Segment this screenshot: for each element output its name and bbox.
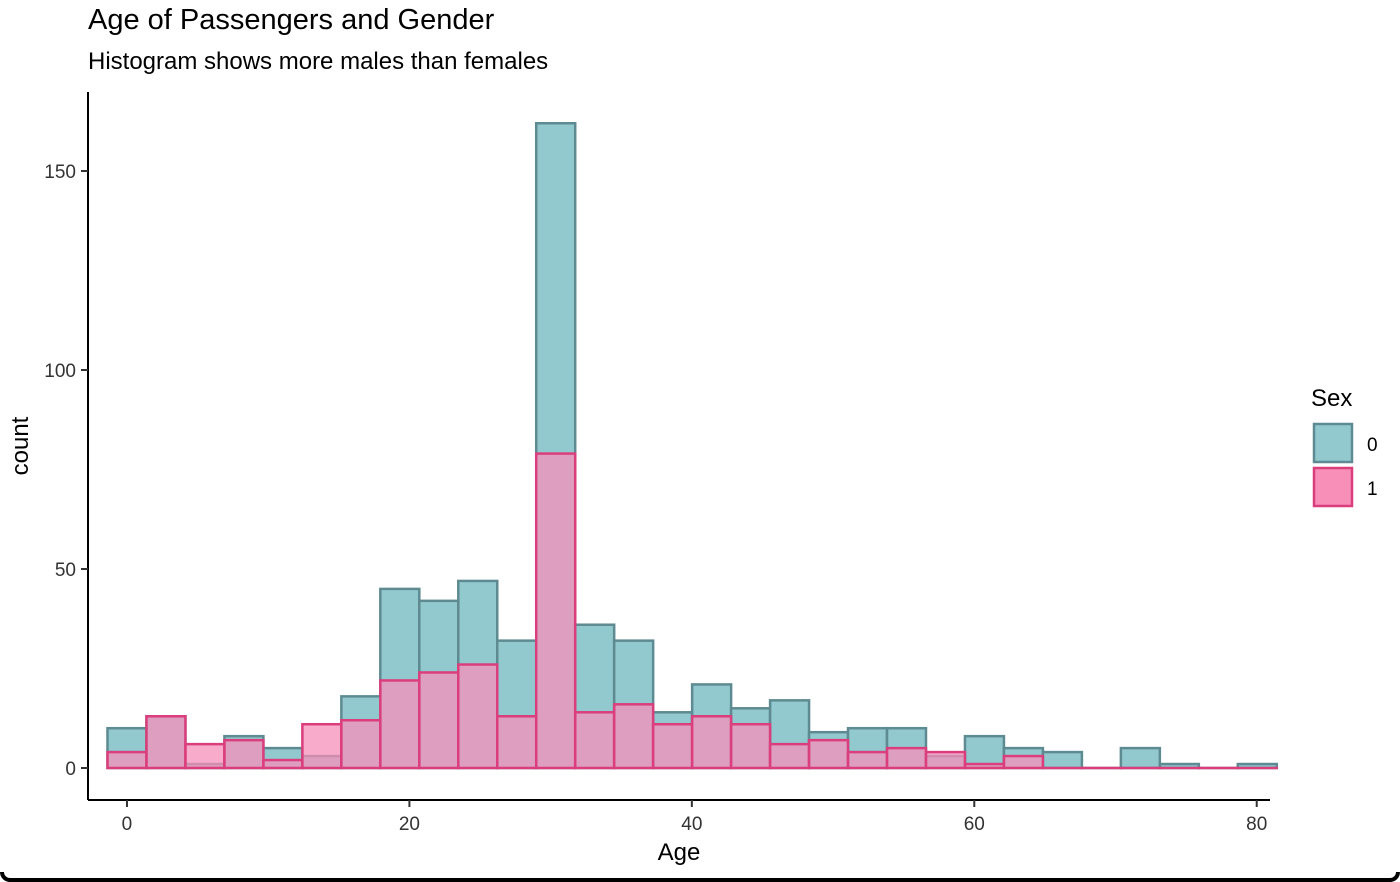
- bar-sex-1-bin-3: [223, 738, 265, 770]
- legend-label-0: 0: [1367, 435, 1378, 456]
- bar-sex-1-bin-21: [924, 750, 967, 770]
- bar-sex-1-bin-14: [651, 722, 694, 770]
- y-tick-label-0: 0: [65, 759, 76, 780]
- chart-subtitle: Histogram shows more males than females: [88, 48, 549, 75]
- bar-sex-0-bin-26: [1119, 746, 1162, 770]
- bar-sex-1-bin-17: [768, 742, 811, 770]
- y-tick-label-150: 150: [44, 162, 76, 183]
- y-tick-label-50: 50: [55, 560, 76, 581]
- bars-sex-0: [106, 121, 1279, 770]
- chart-title: Age of Passengers and Gender: [88, 4, 495, 36]
- y-axis-ticks: 0 50 100 150: [44, 162, 88, 780]
- bar-sex-1-bin-20: [885, 746, 928, 770]
- bars-sex-1: [106, 452, 1279, 770]
- bar-sex-1-bin-6: [340, 718, 382, 770]
- legend-title: Sex: [1311, 385, 1352, 412]
- bar-sex-1-bin-12: [573, 711, 616, 770]
- y-tick-label-100: 100: [44, 361, 76, 382]
- bar-sex-1-bin-2: [184, 742, 226, 770]
- bar-sex-1-bin-4: [262, 758, 304, 770]
- x-tick-label-80: 80: [1246, 814, 1267, 835]
- bar-sex-0-bin-24: [1041, 750, 1084, 770]
- bar-sex-1-bin-10: [496, 715, 538, 770]
- x-tick-label-0: 0: [122, 814, 133, 835]
- bar-sex-1-bin-1: [145, 715, 187, 770]
- bar-sex-1-bin-16: [729, 722, 772, 770]
- legend-label-1: 1: [1367, 479, 1378, 500]
- x-axis-ticks: 0 20 40 60 80: [122, 800, 1267, 835]
- x-axis-title: Age: [658, 839, 701, 866]
- legend-swatch-0: [1312, 422, 1354, 464]
- legend: Sex 0 1: [1311, 385, 1378, 508]
- y-axis-title: count: [7, 416, 34, 475]
- bar-sex-1-bin-11: [534, 452, 577, 770]
- bar-sex-1-bin-9: [457, 663, 499, 770]
- bar-sex-1-bin-19: [846, 750, 889, 770]
- bar-sex-1-bin-0: [106, 750, 148, 770]
- bar-sex-1-bin-18: [807, 738, 850, 770]
- x-tick-label-60: 60: [964, 814, 985, 835]
- bar-sex-1-bin-8: [418, 671, 460, 770]
- bar-sex-1-bin-7: [379, 679, 421, 770]
- bar-sex-1-bin-15: [690, 715, 733, 770]
- bar-sex-1-bin-5: [301, 722, 343, 770]
- legend-swatch-1: [1312, 466, 1354, 508]
- bar-sex-1-bin-23: [1002, 754, 1045, 770]
- x-tick-label-20: 20: [399, 814, 420, 835]
- bar-sex-1-bin-13: [612, 703, 655, 770]
- window-bottom-inner: [4, 872, 1396, 878]
- x-tick-label-40: 40: [681, 814, 702, 835]
- bar-sex-1-bin-22: [963, 762, 1006, 770]
